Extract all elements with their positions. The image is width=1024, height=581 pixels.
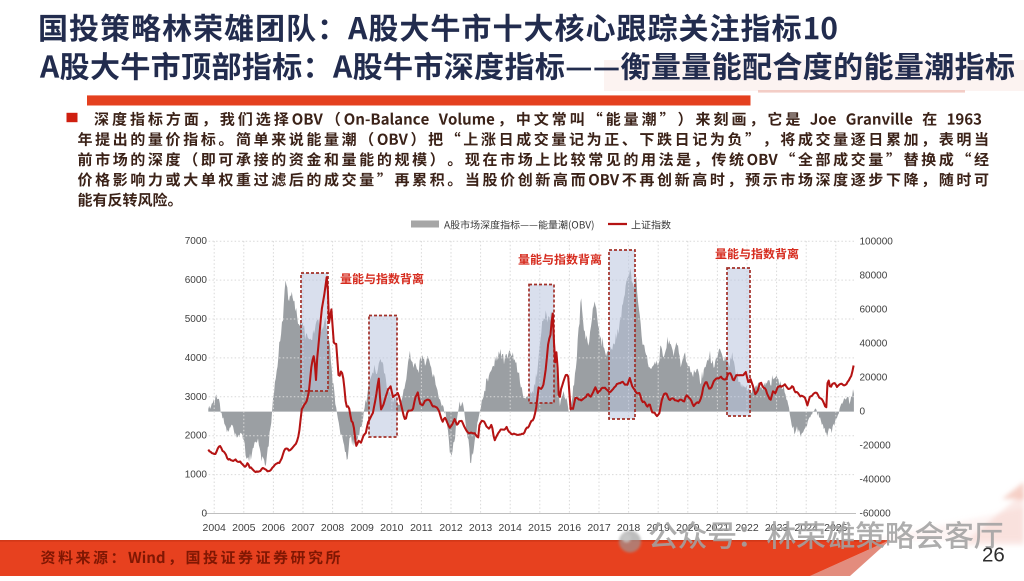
svg-text:2010: 2010 — [380, 522, 404, 534]
svg-text:4000: 4000 — [185, 353, 208, 364]
svg-text:-40000: -40000 — [860, 475, 892, 486]
svg-text:7000: 7000 — [185, 236, 208, 247]
svg-text:1000: 1000 — [185, 470, 208, 481]
svg-text:2006: 2006 — [262, 522, 286, 534]
svg-text:2000: 2000 — [185, 431, 208, 442]
svg-text:2015: 2015 — [528, 522, 552, 534]
svg-text:5000: 5000 — [185, 314, 208, 325]
svg-text:0: 0 — [201, 509, 207, 520]
svg-text:2004: 2004 — [203, 522, 227, 534]
svg-text:2008: 2008 — [321, 522, 345, 534]
svg-text:2007: 2007 — [291, 522, 315, 534]
svg-text:-20000: -20000 — [860, 441, 892, 452]
svg-text:2022: 2022 — [735, 522, 759, 534]
svg-text:2011: 2011 — [410, 522, 433, 534]
svg-text:2014: 2014 — [499, 522, 523, 534]
svg-text:2017: 2017 — [587, 522, 611, 534]
svg-text:2021: 2021 — [706, 522, 730, 534]
svg-text:2012: 2012 — [439, 522, 463, 534]
svg-text:26: 26 — [982, 544, 1005, 567]
svg-text:6000: 6000 — [185, 275, 208, 286]
svg-text:0: 0 — [860, 407, 866, 418]
svg-text:-60000: -60000 — [860, 509, 892, 520]
svg-text:3000: 3000 — [185, 392, 208, 403]
svg-text:2009: 2009 — [351, 522, 375, 534]
svg-text:40000: 40000 — [860, 339, 888, 350]
svg-text:100000: 100000 — [860, 236, 894, 247]
svg-text:2016: 2016 — [558, 522, 582, 534]
svg-text:80000: 80000 — [860, 271, 888, 282]
svg-text:2005: 2005 — [232, 522, 256, 534]
svg-text:2013: 2013 — [469, 522, 493, 534]
svg-text:60000: 60000 — [860, 305, 888, 316]
svg-text:20000: 20000 — [860, 373, 888, 384]
svg-text:2018: 2018 — [617, 522, 641, 534]
